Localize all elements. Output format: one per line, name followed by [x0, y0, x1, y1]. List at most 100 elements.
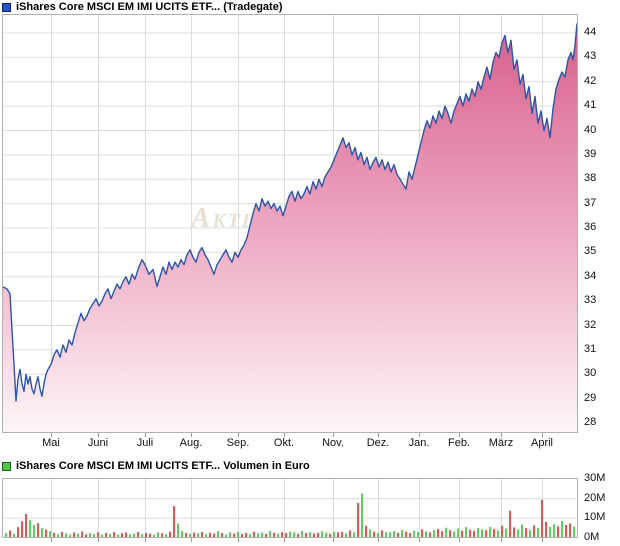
volume-bar	[69, 534, 72, 538]
volume-bar	[201, 532, 204, 538]
volume-bar	[117, 534, 120, 538]
price-axis-label: 40	[584, 123, 597, 136]
price-axis-label: 31	[584, 342, 597, 355]
volume-bar	[297, 533, 300, 538]
axis-tick	[191, 538, 192, 542]
axis-tick	[542, 538, 543, 542]
volume-bar	[93, 534, 96, 538]
volume-axis-label: 0M	[584, 531, 600, 543]
price-axis-label: 41	[584, 99, 597, 112]
volume-bar	[505, 528, 508, 538]
volume-chart-svg	[2, 478, 578, 538]
axis-tick	[501, 538, 502, 542]
volume-bar	[273, 532, 276, 538]
month-axis-label: Juli	[136, 437, 154, 449]
volume-bar	[165, 534, 168, 538]
volume-bar	[301, 530, 304, 538]
volume-chart-title: iShares Core MSCI EM IMI UCITS ETF... Vo…	[16, 460, 310, 472]
volume-plot-area	[2, 478, 578, 538]
price-series-swatch	[2, 2, 11, 12]
volume-axis-label: 10M	[584, 511, 606, 524]
price-axis-label: 44	[584, 26, 597, 38]
price-line	[2, 23, 578, 402]
volume-bar	[101, 534, 104, 538]
price-axis-label: 30	[584, 367, 597, 380]
volume-series-swatch	[2, 461, 11, 471]
volume-bar	[137, 531, 140, 538]
volume-bar	[65, 533, 68, 538]
axis-tick	[238, 538, 239, 542]
volume-bar	[113, 532, 116, 538]
price-plot-border	[2, 14, 578, 433]
volume-bar	[337, 532, 340, 538]
axis-tick	[333, 433, 334, 437]
price-plot-area: Aktiencheck	[2, 14, 578, 433]
volume-bar	[189, 533, 192, 538]
volume-bar	[565, 524, 568, 538]
month-axis-label: Juni	[87, 437, 109, 449]
volume-bar	[357, 502, 360, 538]
volume-bar	[365, 525, 368, 538]
volume-bar	[485, 530, 488, 538]
volume-bar	[425, 531, 428, 538]
volume-bar	[349, 530, 352, 538]
volume-bar	[573, 526, 576, 538]
volume-bar	[17, 527, 20, 538]
volume-bar	[369, 529, 372, 538]
volume-bar	[489, 526, 492, 538]
axis-tick	[98, 538, 99, 542]
volume-bar	[149, 533, 152, 538]
volume-bar	[529, 529, 532, 538]
volume-bar	[45, 529, 48, 538]
axis-tick	[378, 538, 379, 542]
volume-bar	[257, 533, 260, 538]
volume-bar	[333, 531, 336, 538]
volume-bar	[49, 531, 52, 538]
volume-bar	[497, 530, 500, 538]
volume-bar	[285, 533, 288, 538]
price-axis-label: 29	[584, 391, 597, 404]
price-axis-label: 35	[584, 245, 597, 258]
price-axis-label: 33	[584, 294, 597, 307]
price-axis-label: 36	[584, 221, 597, 233]
volume-bar	[473, 530, 476, 538]
volume-bar	[253, 531, 256, 538]
volume-bar	[217, 531, 220, 538]
volume-bar	[345, 533, 348, 538]
volume-bar	[289, 531, 292, 538]
axis-tick	[51, 538, 52, 542]
volume-bar	[213, 533, 216, 538]
volume-bar	[121, 533, 124, 538]
month-axis-label: Sep.	[226, 437, 250, 449]
volume-bar	[73, 532, 76, 538]
axis-tick	[542, 433, 543, 437]
axis-tick	[419, 433, 420, 437]
volume-bar	[57, 534, 60, 538]
volume-plot-border	[2, 478, 578, 538]
volume-bar	[461, 530, 464, 538]
volume-bar	[109, 533, 112, 538]
month-axis-label: Nov.	[322, 437, 344, 449]
volume-bar	[53, 532, 56, 538]
volume-bar	[133, 533, 136, 538]
volume-bar	[193, 532, 196, 538]
volume-bar	[233, 533, 236, 538]
volume-bar	[221, 533, 224, 538]
volume-bar	[401, 529, 404, 538]
volume-bar	[305, 533, 308, 538]
month-axis-label: Aug.	[179, 437, 203, 449]
volume-bar	[173, 506, 176, 538]
volume-bar	[377, 532, 380, 538]
volume-bar	[445, 527, 448, 538]
axis-tick	[98, 433, 99, 437]
axis-tick	[145, 433, 146, 437]
volume-bar	[281, 532, 284, 538]
volume-bar	[389, 532, 392, 538]
volume-bar	[417, 532, 420, 538]
volume-bar	[265, 533, 268, 538]
volume-bar	[33, 525, 36, 538]
axis-tick	[419, 538, 420, 542]
volume-bar	[397, 532, 400, 538]
volume-bar	[325, 532, 328, 538]
volume-bar	[277, 533, 280, 538]
